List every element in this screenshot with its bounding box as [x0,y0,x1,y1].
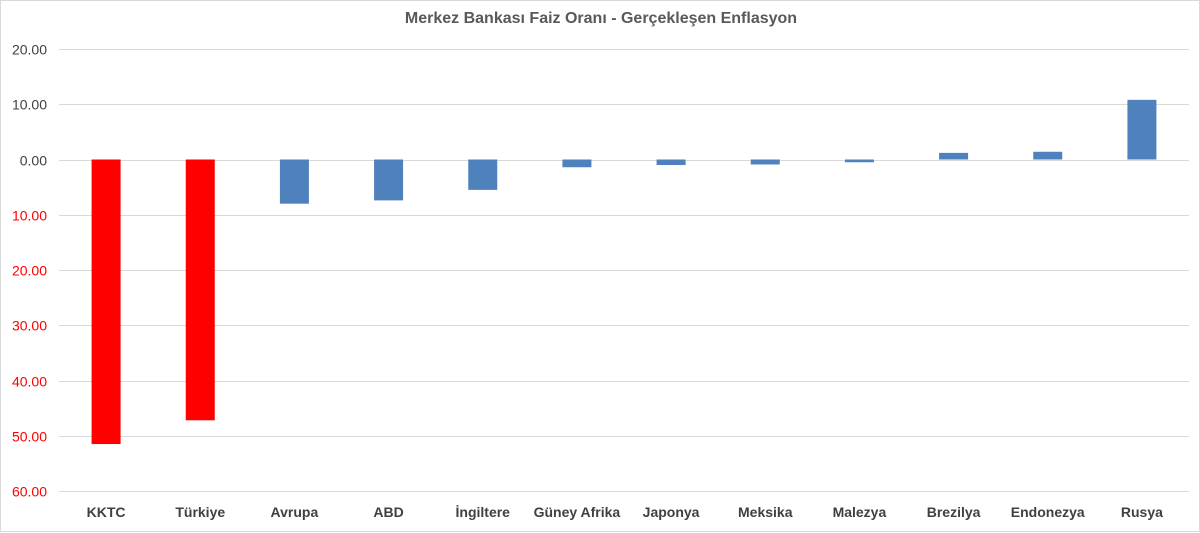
x-category-label: ABD [373,504,403,520]
y-tick-label: 20.00 [12,42,47,58]
y-tick-label: 20.00 [12,263,47,279]
bar-1 [91,159,121,445]
y-tick-label: 10.00 [12,208,47,224]
x-category-label: İngiltere [456,504,511,520]
bar-11 [1033,151,1063,160]
chart-title: Merkez Bankası Faiz Oranı - Gerçekleşen … [404,10,798,27]
bar-6 [562,159,592,168]
bar-5 [468,159,498,190]
y-tick-label: 10.00 [12,97,47,113]
bar-3 [279,159,309,204]
bar-4 [374,159,404,201]
bar-12 [1127,99,1157,160]
bar-9 [844,159,874,163]
x-category-label: Japonya [643,504,700,520]
y-tick-label: 30.00 [12,318,47,334]
bar-7 [656,159,686,166]
y-tick-label: 60.00 [12,484,47,500]
x-category-label: Malezya [833,504,887,520]
x-category-label: KKTC [87,504,126,520]
x-category-label: Rusya [1121,504,1163,520]
x-category-label: Brezilya [927,504,981,520]
bar-10 [939,152,969,160]
bar-8 [750,159,780,165]
x-category-label: Güney Afrika [534,504,621,520]
x-category-label: Meksika [738,504,793,520]
y-tick-label: 50.00 [12,429,47,445]
x-category-label: Endonezya [1011,504,1085,520]
y-tick-label: 0.00 [20,153,47,169]
y-tick-label: 40.00 [12,374,47,390]
x-category-label: Türkiye [175,504,225,520]
x-category-label: Avrupa [271,504,319,520]
bar-2 [185,159,215,421]
